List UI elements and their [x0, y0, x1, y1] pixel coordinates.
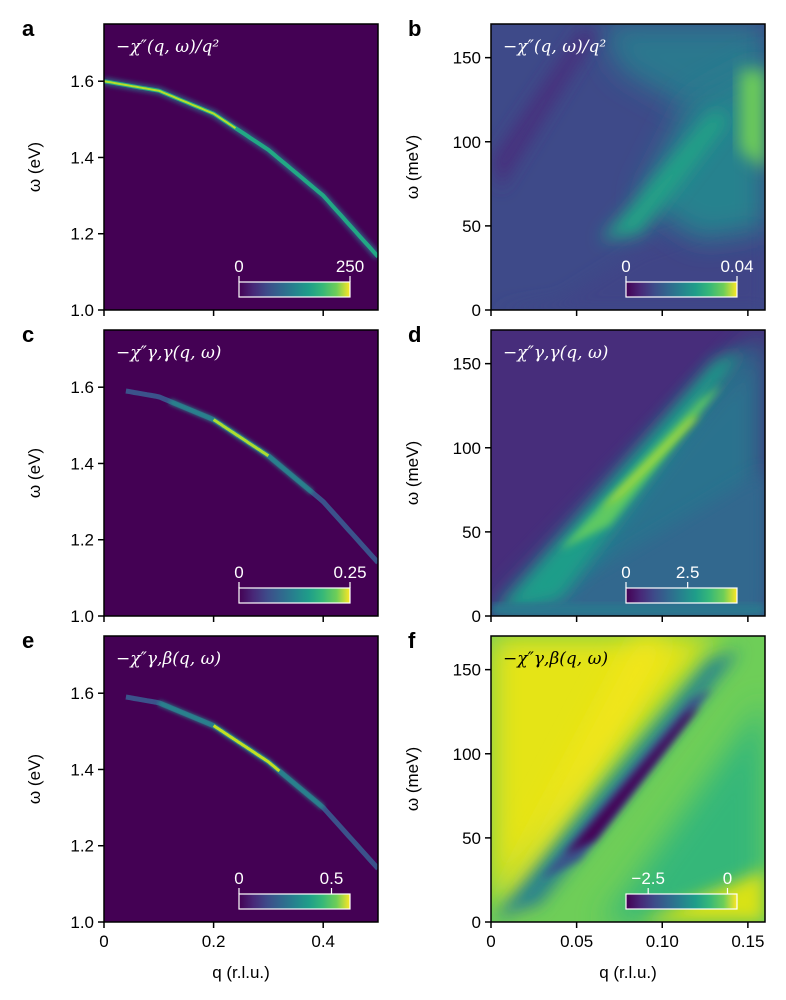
ylabel-f: ω (meV)	[403, 747, 422, 811]
panel-a-background	[104, 24, 378, 310]
panel-b-streak	[491, 30, 600, 190]
colorbar-e	[238, 893, 351, 910]
ytick-label-e-2: 1.4	[70, 760, 94, 779]
colorbar-label-e-0: 0	[234, 869, 243, 888]
colorbar-label-d-0: 0	[621, 563, 630, 582]
xtick-label-f-3: 0.15	[731, 932, 764, 951]
ytick-label-d-1: 50	[462, 523, 481, 542]
panel-title-c: −χ″γ,γ(q, ω)	[116, 343, 221, 363]
colorbar-label-c-0: 0	[234, 563, 243, 582]
panel-title-b: −χ″(q, ω)/q²	[503, 37, 606, 57]
dynamic-elements: 1.0 1.2 1.4 1.6 0 250 0 50 100 150 0 0.04 1.0 1.2 1.4 1…	[70, 49, 764, 951]
colorbar-f	[625, 893, 738, 910]
panel-d-floor	[491, 604, 765, 616]
colorbar-label-b-0: 0	[621, 257, 630, 276]
ytick-label-c-0: 1.0	[70, 607, 94, 626]
axis-labels: ω (eV) ω (meV) ω (eV) ω (meV) ω (eV) ω (…	[25, 135, 657, 982]
ytick-label-a-3: 1.6	[70, 72, 94, 91]
panel-letter-f: f	[408, 628, 416, 653]
panel-letter-e: e	[22, 628, 34, 653]
colorbar-c	[238, 587, 351, 604]
panel-d	[491, 330, 765, 616]
ytick-label-f-1: 50	[462, 829, 481, 848]
ytick-label-c-2: 1.4	[70, 454, 94, 473]
panel-letter-d: d	[408, 322, 421, 347]
xtick-label-f-0: 0	[486, 932, 495, 951]
ytick-label-b-0: 0	[472, 301, 481, 320]
panel-d-band-peak	[600, 415, 700, 510]
ytick-label-a-2: 1.4	[70, 148, 94, 167]
panel-c	[104, 330, 378, 616]
colorbar-label-a-1: 250	[336, 257, 364, 276]
panel-b-band-main	[600, 110, 728, 240]
xlabel-f: q (r.l.u.)	[599, 963, 657, 982]
panel-titles: −χ″(q, ω)/q² −χ″(q, ω)/q² −χ″γ,γ(q, ω) −…	[116, 37, 608, 669]
panel-e	[104, 636, 378, 922]
panel-f	[491, 636, 765, 922]
panel-f-right-green	[600, 700, 765, 922]
xtick-label-e-0: 0	[99, 932, 108, 951]
ytick-label-e-3: 1.6	[70, 684, 94, 703]
panel-letters: a b c d e f	[22, 16, 421, 653]
panel-title-a: −χ″(q, ω)/q²	[116, 37, 219, 57]
panel-letter-a: a	[22, 16, 35, 41]
panel-c-dispersion-peak	[212, 418, 270, 458]
xtick-label-f-1: 0.05	[560, 932, 593, 951]
colorbar-label-f-1: 0	[723, 869, 732, 888]
panel-d-band-inner	[560, 385, 722, 550]
panel-letter-c: c	[22, 322, 34, 347]
panel-c-background	[104, 330, 378, 616]
xtick-label-f-2: 0.10	[646, 932, 679, 951]
xtick-label-e-2: 0.4	[311, 932, 335, 951]
colorbar-b	[625, 281, 738, 298]
colorbar-label-e-1: 0.5	[320, 869, 344, 888]
ytick-label-e-0: 1.0	[70, 913, 94, 932]
ytick-label-b-2: 100	[453, 133, 481, 152]
ytick-label-a-1: 1.2	[70, 225, 94, 244]
ylabel-c: ω (eV)	[25, 448, 44, 498]
colorbar-label-f-0: −2.5	[631, 869, 665, 888]
panel-f-bright-streak	[500, 636, 670, 905]
ytick-label-c-1: 1.2	[70, 531, 94, 550]
ylabel-e: ω (eV)	[25, 754, 44, 804]
panel-letter-b: b	[408, 16, 421, 41]
ytick-label-d-2: 100	[453, 439, 481, 458]
ytick-label-f-0: 0	[472, 913, 481, 932]
ytick-label-d-3: 150	[453, 355, 481, 374]
colorbar-label-d-1: 2.5	[676, 563, 700, 582]
ylabel-a: ω (eV)	[25, 142, 44, 192]
panel-frames	[103, 23, 766, 923]
ylabel-d: ω (meV)	[403, 441, 422, 505]
ylabel-b: ω (meV)	[403, 135, 422, 199]
panel-f-band-core	[565, 705, 700, 855]
ytick-label-f-3: 150	[453, 661, 481, 680]
colorbar-a	[238, 281, 351, 298]
panel-d-band-outer	[495, 350, 745, 614]
colorbar-d	[625, 587, 738, 604]
panel-title-f: −χ″γ,β(q, ω)	[503, 649, 608, 669]
ytick-label-b-3: 150	[453, 49, 481, 68]
panel-e-background	[104, 636, 378, 922]
panel-title-e: −χ″γ,β(q, ω)	[116, 649, 221, 669]
xlabel-e: q (r.l.u.)	[212, 963, 270, 982]
ytick-label-b-1: 50	[462, 217, 481, 236]
ytick-label-d-0: 0	[472, 607, 481, 626]
xtick-label-e-1: 0.2	[202, 932, 226, 951]
panel-a	[104, 24, 378, 310]
panel-a-dispersion-peak	[104, 80, 237, 129]
colorbar-label-c-1: 0.25	[333, 563, 366, 582]
panel-e-dispersion-peak	[212, 724, 281, 773]
panel-d-lower-region	[520, 470, 765, 616]
ytick-label-c-3: 1.6	[70, 378, 94, 397]
colorbar-label-a-0: 0	[234, 257, 243, 276]
panel-title-d: −χ″γ,γ(q, ω)	[503, 343, 608, 363]
ytick-label-a-0: 1.0	[70, 301, 94, 320]
colorbar-label-b-1: 0.04	[720, 257, 753, 276]
ytick-label-f-2: 100	[453, 745, 481, 764]
ytick-label-e-1: 1.2	[70, 837, 94, 856]
panel-b-hot-right	[740, 70, 765, 170]
